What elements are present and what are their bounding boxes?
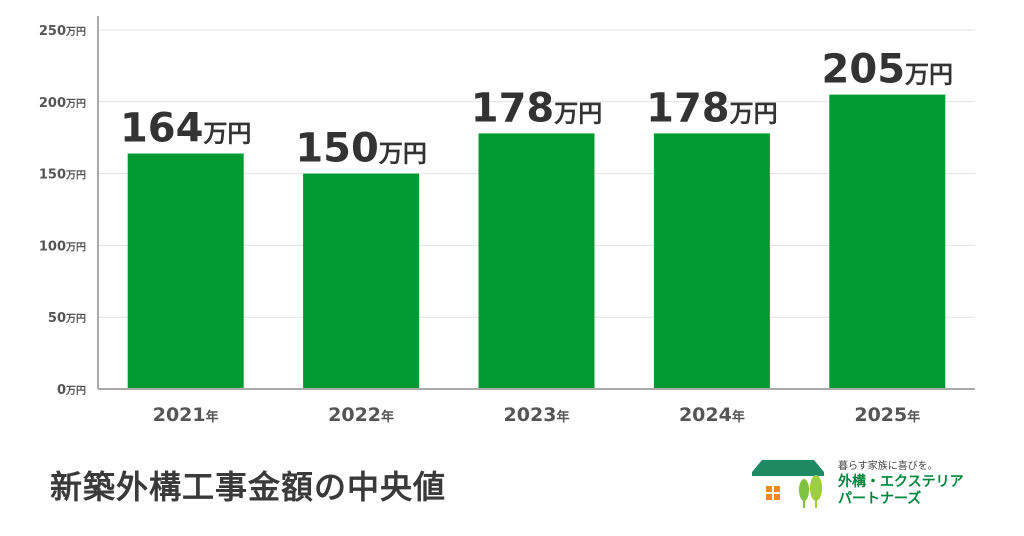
x-tick-label-2024: 2024年 <box>679 404 745 426</box>
y-tick-label: 200万円 <box>39 96 86 111</box>
bar-2022 <box>303 173 420 389</box>
y-tick-label: 150万円 <box>39 168 86 183</box>
bar-chart: 0万円 50万円 100万円 150万円 200万円 250万円 164万円 150万円 17… <box>39 16 975 426</box>
y-tick-label: 100万円 <box>39 239 86 254</box>
value-label-2024: 178万円 <box>646 85 778 131</box>
bar-2025 <box>829 94 946 390</box>
bar-2023 <box>478 133 595 389</box>
value-label-2021: 164万円 <box>120 105 252 151</box>
value-label-2023: 178万円 <box>471 85 603 131</box>
y-axis-ticks: 0万円 50万円 100万円 150万円 200万円 250万円 <box>39 24 86 398</box>
bar-2024 <box>653 133 770 389</box>
x-tick-label-2021: 2021年 <box>153 404 219 426</box>
logo-name-line1: 外構・エクステリア <box>838 474 964 490</box>
x-axis-labels: 2021年 2022年 2023年 2024年 2025年 <box>153 404 921 426</box>
value-label-2022: 150万円 <box>295 126 427 172</box>
x-tick-label-2023: 2023年 <box>504 404 570 426</box>
chart-caption: 新築外構工事金額の中央値 <box>50 468 447 506</box>
company-logo: 暮らす家族に喜びを。 外構・エクステリア パートナーズ <box>752 458 1002 514</box>
x-tick-label-2022: 2022年 <box>328 404 394 426</box>
logo-tagline: 暮らす家族に喜びを。 <box>838 461 938 472</box>
value-labels: 164万円 150万円 178万円 178万円 205万円 <box>120 47 953 172</box>
value-label-2025: 205万円 <box>822 47 954 93</box>
house-and-trees-icon <box>752 460 824 508</box>
y-tick-label: 250万円 <box>39 24 86 39</box>
bars <box>127 94 946 390</box>
x-tick-label-2025: 2025年 <box>854 404 920 426</box>
bar-2021 <box>127 153 244 389</box>
y-tick-label: 50万円 <box>48 311 86 326</box>
y-tick-label: 0万円 <box>57 383 86 398</box>
logo-name-line2: パートナーズ <box>838 491 922 507</box>
